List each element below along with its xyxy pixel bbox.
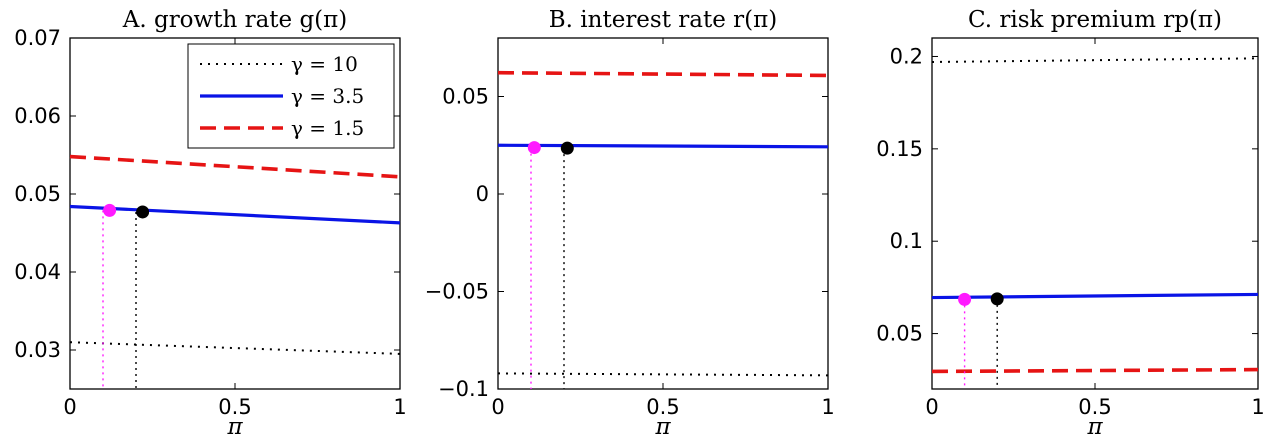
equilibrium-marker bbox=[990, 292, 1004, 306]
series-line-gamma_1_5 bbox=[69, 154, 401, 179]
series-line-gamma_1_5 bbox=[497, 70, 829, 78]
y-tick-label: 0.07 bbox=[14, 26, 61, 50]
y-tick-label: 0.06 bbox=[14, 104, 61, 128]
y-tick-label: −0.05 bbox=[425, 280, 489, 304]
legend-label: γ = 1.5 bbox=[291, 116, 364, 140]
series-line-gamma_3_5 bbox=[931, 292, 1259, 300]
chart-panel-0: A. growth rate g(π) 0 0.5 1 0.03 0.04 0.05 0.06… bbox=[14, 7, 406, 438]
x-axis-label: π bbox=[1086, 414, 1103, 438]
y-tick-label: 0.05 bbox=[14, 182, 61, 206]
legend: γ = 10 γ = 3.5 γ = 1.5 bbox=[187, 43, 395, 149]
plot-frame bbox=[931, 37, 1259, 390]
x-tick-label: 0 bbox=[63, 395, 76, 419]
x-axis-label: π bbox=[654, 414, 671, 438]
chart-title: A. growth rate g(π) bbox=[122, 7, 348, 33]
series-line-gamma_1_5 bbox=[931, 367, 1259, 374]
chart-title: B. interest rate r(π) bbox=[549, 7, 777, 33]
equilibrium-marker bbox=[136, 205, 150, 219]
x-tick-label: 1 bbox=[821, 395, 834, 419]
x-axis-label: π bbox=[226, 414, 243, 438]
legend-label: γ = 3.5 bbox=[291, 84, 364, 108]
x-tick-label: 0.5 bbox=[1078, 395, 1111, 419]
y-tick-label: 0.05 bbox=[442, 85, 489, 109]
y-tick-label: 0.1 bbox=[890, 229, 923, 253]
y-tick-label: 0.04 bbox=[14, 260, 61, 284]
chart-panel-1: B. interest rate r(π) 0 0.5 1 −0.1 −0.05 0 0.05… bbox=[425, 7, 835, 438]
x-tick-label: 0.5 bbox=[218, 395, 251, 419]
y-tick-label: 0.15 bbox=[876, 137, 923, 161]
series-line-gamma_3_5 bbox=[69, 204, 401, 225]
series-line-gamma_3_5 bbox=[497, 143, 829, 149]
x-tick-label: 0 bbox=[491, 395, 504, 419]
y-tick-label: 0.05 bbox=[876, 322, 923, 346]
chart-panel-2: C. risk premium rp(π) 0 0.5 1 0.05 0.1 0.15 0.2… bbox=[876, 7, 1264, 438]
x-tick-label: 1 bbox=[1251, 395, 1264, 419]
plot-frame bbox=[497, 37, 829, 390]
y-tick-label: 0.03 bbox=[14, 338, 61, 362]
legend-label: γ = 10 bbox=[291, 52, 358, 76]
equilibrium-marker bbox=[958, 292, 972, 306]
equilibrium-marker bbox=[103, 203, 117, 217]
equilibrium-marker bbox=[560, 141, 574, 155]
y-tick-label: 0.2 bbox=[890, 44, 923, 68]
y-tick-label: 0 bbox=[476, 182, 489, 206]
x-tick-label: 0 bbox=[925, 395, 938, 419]
chart-title: C. risk premium rp(π) bbox=[968, 7, 1222, 33]
x-tick-label: 0.5 bbox=[646, 395, 679, 419]
equilibrium-marker bbox=[527, 141, 541, 155]
y-tick-label: −0.1 bbox=[438, 377, 489, 401]
x-tick-label: 1 bbox=[393, 395, 406, 419]
